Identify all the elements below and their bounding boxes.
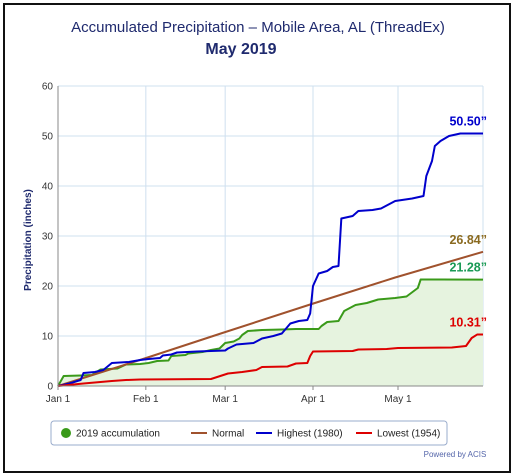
legend-marker-s2019 — [61, 428, 71, 438]
end-label-high: 50.50” — [449, 115, 487, 129]
axis-layer: 0 10 20 30 40 50 60 Jan 1 Feb 1 Mar 1 Apr 1 May 1 — [42, 82, 483, 405]
y-tick-label: 30 — [42, 232, 54, 243]
end-label-s2019: 21.28” — [449, 261, 487, 275]
end-label-layer: 21.28” 26.84” 50.50” 10.31” — [449, 115, 487, 330]
legend-label-s2019: 2019 accumulation — [76, 429, 160, 440]
legend-label-high: Highest (1980) — [277, 429, 343, 440]
chart-title: Accumulated Precipitation – Mobile Area,… — [71, 19, 445, 36]
y-tick-label: 60 — [42, 82, 54, 93]
legend-label-normal: Normal — [212, 429, 244, 440]
series-line-normal — [57, 250, 484, 387]
credit-text: Powered by ACIS — [424, 450, 487, 459]
y-tick-label: 0 — [47, 382, 53, 393]
y-tick-label: 10 — [42, 332, 54, 343]
chart-svg: Accumulated Precipitation – Mobile Area,… — [23, 19, 487, 459]
legend-box — [50, 420, 448, 446]
series-line-s2019 — [57, 278, 484, 387]
x-tick-label: May 1 — [384, 394, 412, 405]
x-tick-label: Apr 1 — [301, 394, 325, 405]
x-tick-label: Feb 1 — [133, 394, 159, 405]
chart-frame: Accumulated Precipitation – Mobile Area,… — [3, 3, 511, 473]
end-label-normal: 26.84” — [449, 233, 487, 247]
series-line-low — [57, 333, 483, 387]
area-fill-layer — [58, 279, 483, 386]
y-tick-label: 50 — [42, 132, 54, 143]
x-tick-label: Jan 1 — [46, 394, 71, 405]
series-layer — [57, 132, 484, 387]
y-tick-label: 40 — [42, 182, 54, 193]
y-tick-label: 20 — [42, 282, 54, 293]
y-axis-label: Precipitation (inches) — [23, 189, 34, 291]
legend-label-low: Lowest (1954) — [377, 429, 440, 440]
x-tick-label: Mar 1 — [212, 394, 238, 405]
legend: 2019 accumulation Normal Highest (1980) Low… — [50, 420, 448, 446]
end-label-low: 10.31” — [449, 315, 487, 329]
series-fill-s2019 — [58, 279, 483, 386]
series-line-high — [57, 132, 483, 387]
chart-subtitle: May 2019 — [205, 41, 276, 58]
